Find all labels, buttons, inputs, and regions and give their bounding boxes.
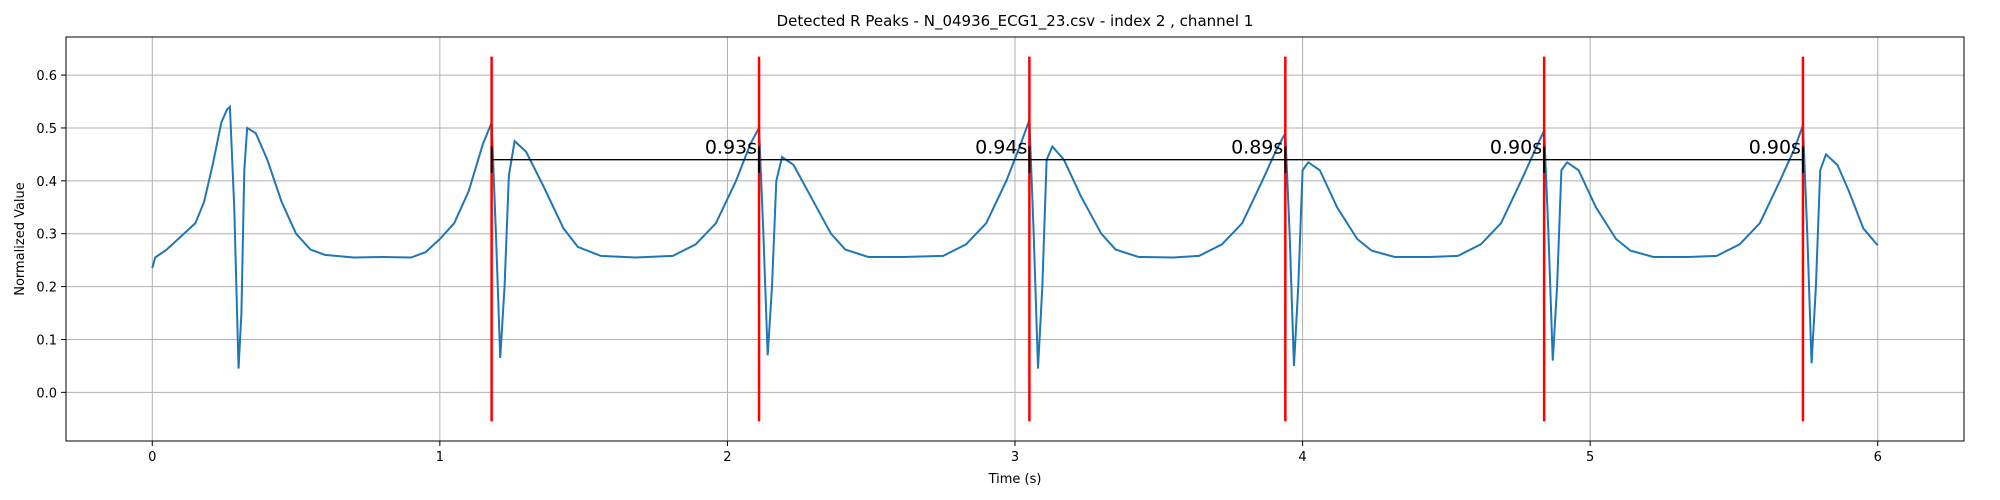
y-axis-label: Normalized Value (13, 182, 28, 296)
y-tick-label: 0.5 (36, 122, 57, 137)
x-tick-label: 1 (436, 450, 444, 465)
plot-frame (65, 36, 1965, 442)
interval-label: 0.90s (1749, 137, 1801, 159)
y-tick-label: 0.3 (36, 228, 57, 243)
y-tick-label: 0.0 (36, 386, 57, 401)
interval-label: 0.93s (705, 137, 757, 159)
x-axis-label: Time (s) (988, 472, 1042, 487)
chart-title: Detected R Peaks - N_04936_ECG1_23.csv -… (777, 12, 1254, 31)
x-tick-label: 3 (1011, 450, 1019, 465)
interval-label: 0.94s (975, 137, 1027, 159)
ecg-line (151, 104, 1879, 369)
y-tick-label: 0.4 (36, 175, 57, 190)
interval-label: 0.89s (1231, 137, 1283, 159)
y-tick-label: 0.2 (36, 281, 57, 296)
x-tick-label: 6 (1874, 450, 1882, 465)
y-tick-label: 0.6 (36, 69, 57, 84)
x-tick-label: 2 (723, 450, 731, 465)
y-tick-label: 0.1 (36, 333, 57, 348)
x-tick-label: 0 (148, 450, 156, 465)
x-tick-label: 4 (1298, 450, 1306, 465)
interval-label: 0.90s (1490, 137, 1542, 159)
x-tick-label: 5 (1586, 450, 1594, 465)
